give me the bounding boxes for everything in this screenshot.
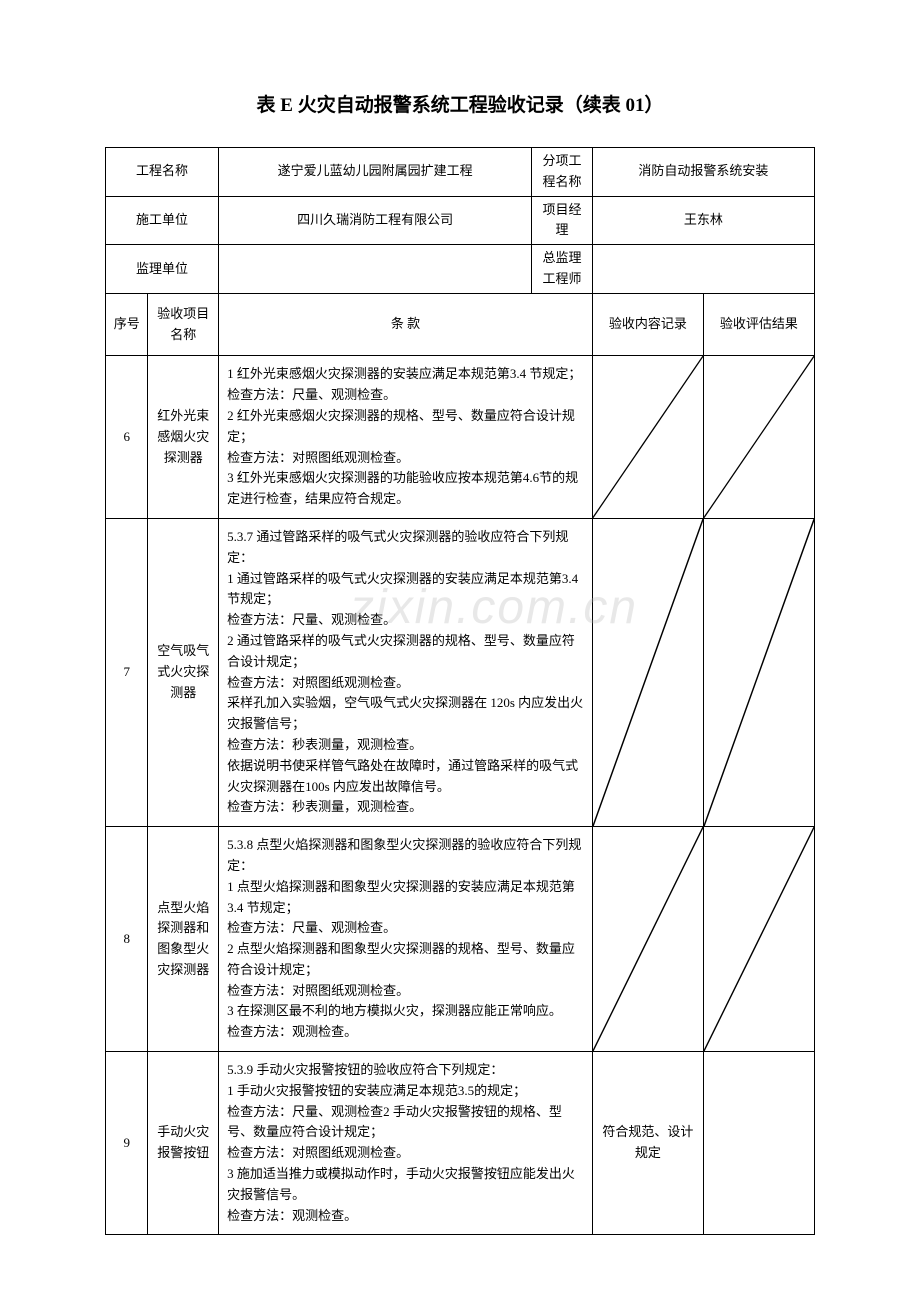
acceptance-table: 工程名称 遂宁爱儿蓝幼儿园附属园扩建工程 分项工程名称 消防自动报警系统安装 施… xyxy=(105,147,815,1235)
col-result: 验收评估结果 xyxy=(703,293,814,356)
row-seq: 6 xyxy=(106,356,148,519)
diagonal-line-icon xyxy=(704,827,814,1051)
row-result xyxy=(703,356,814,519)
col-record: 验收内容记录 xyxy=(592,293,703,356)
diagonal-line-icon xyxy=(704,356,814,518)
project-name-label: 工程名称 xyxy=(106,148,219,197)
pm-label: 项目经理 xyxy=(532,196,593,245)
row-name: 空气吸气式火灾探测器 xyxy=(148,518,219,826)
sub-project-label: 分项工程名称 xyxy=(532,148,593,197)
supervision-unit-value xyxy=(219,245,532,294)
row-result xyxy=(703,827,814,1052)
supervision-unit-label: 监理单位 xyxy=(106,245,219,294)
pm-value: 王东林 xyxy=(592,196,814,245)
header-row-1: 工程名称 遂宁爱儿蓝幼儿园附属园扩建工程 分项工程名称 消防自动报警系统安装 xyxy=(106,148,815,197)
construction-unit-value: 四川久瑞消防工程有限公司 xyxy=(219,196,532,245)
row-clause: 1 红外光束感烟火灾探测器的安装应满足本规范第3.4 节规定； 检查方法：尺量、… xyxy=(219,356,593,519)
row-clause: 5.3.7 通过管路采样的吸气式火灾探测器的验收应符合下列规定： 1 通过管路采… xyxy=(219,518,593,826)
column-header-row: 序号 验收项目名称 条 款 验收内容记录 验收评估结果 xyxy=(106,293,815,356)
page-title: 表 E 火灾自动报警系统工程验收记录（续表 01） xyxy=(105,90,815,117)
header-row-2: 施工单位 四川久瑞消防工程有限公司 项目经理 王东林 xyxy=(106,196,815,245)
row-record: 符合规范、设计规定 xyxy=(592,1052,703,1235)
row-seq: 9 xyxy=(106,1052,148,1235)
project-name-value: 遂宁爱儿蓝幼儿园附属园扩建工程 xyxy=(219,148,532,197)
diagonal-line-icon xyxy=(704,519,814,826)
chief-supervisor-label: 总监理工程师 xyxy=(532,245,593,294)
row-record xyxy=(592,518,703,826)
row-result xyxy=(703,518,814,826)
row-name: 点型火焰探测器和图象型火灾探测器 xyxy=(148,827,219,1052)
diagonal-line-icon xyxy=(593,519,703,826)
row-seq: 7 xyxy=(106,518,148,826)
diagonal-line-icon xyxy=(593,827,703,1051)
row-seq: 8 xyxy=(106,827,148,1052)
sub-project-value: 消防自动报警系统安装 xyxy=(592,148,814,197)
table-row: 8 点型火焰探测器和图象型火灾探测器 5.3.8 点型火焰探测器和图象型火灾探测… xyxy=(106,827,815,1052)
col-item-name: 验收项目名称 xyxy=(148,293,219,356)
row-record xyxy=(592,356,703,519)
diagonal-line-icon xyxy=(593,356,703,518)
header-row-3: 监理单位 总监理工程师 xyxy=(106,245,815,294)
row-record xyxy=(592,827,703,1052)
table-row: 7 空气吸气式火灾探测器 5.3.7 通过管路采样的吸气式火灾探测器的验收应符合… xyxy=(106,518,815,826)
row-name: 手动火灾报警按钮 xyxy=(148,1052,219,1235)
construction-unit-label: 施工单位 xyxy=(106,196,219,245)
table-row: 9 手动火灾报警按钮 5.3.9 手动火灾报警按钮的验收应符合下列规定： 1 手… xyxy=(106,1052,815,1235)
row-result xyxy=(703,1052,814,1235)
col-seq: 序号 xyxy=(106,293,148,356)
row-clause: 5.3.8 点型火焰探测器和图象型火灾探测器的验收应符合下列规定： 1 点型火焰… xyxy=(219,827,593,1052)
table-row: 6 红外光束感烟火灾探测器 1 红外光束感烟火灾探测器的安装应满足本规范第3.4… xyxy=(106,356,815,519)
chief-supervisor-value xyxy=(592,245,814,294)
row-clause: 5.3.9 手动火灾报警按钮的验收应符合下列规定： 1 手动火灾报警按钮的安装应… xyxy=(219,1052,593,1235)
col-clause: 条 款 xyxy=(219,293,593,356)
row-name: 红外光束感烟火灾探测器 xyxy=(148,356,219,519)
